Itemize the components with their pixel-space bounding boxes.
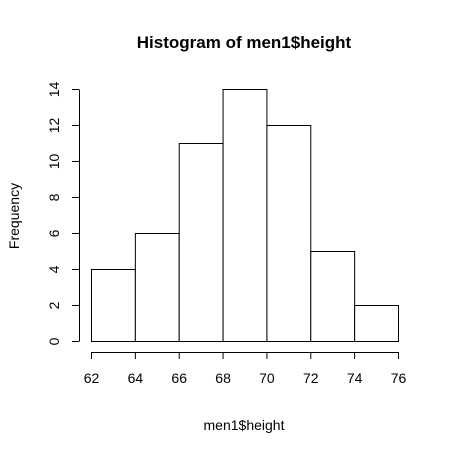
histogram-bar-6 (354, 305, 399, 342)
y-tick-label-7: 14 (46, 82, 62, 98)
y-tick-label-5: 10 (46, 154, 62, 170)
histogram-bar-5 (310, 251, 356, 342)
y-tick-label-2: 4 (46, 265, 62, 273)
x-tick-label-5: 72 (303, 370, 319, 386)
y-tick-label-4: 8 (46, 193, 62, 201)
histogram-bar-4 (266, 125, 312, 342)
histogram-bar-3 (222, 89, 268, 342)
x-tick-label-0: 62 (84, 370, 100, 386)
y-tick-label-3: 6 (46, 229, 62, 237)
chart-title: Histogram of men1$height (137, 33, 352, 52)
histogram-bar-0 (91, 269, 136, 342)
x-axis: 62 64 66 68 70 72 74 76 (84, 352, 407, 386)
x-tick-label-3: 68 (215, 370, 231, 386)
x-tick-label-1: 64 (128, 370, 144, 386)
x-tick-label-2: 66 (171, 370, 187, 386)
x-tick-label-4: 70 (259, 370, 275, 386)
histogram-bar-1 (134, 233, 180, 342)
x-tick-label-6: 74 (347, 370, 363, 386)
y-axis-label: Frequency (6, 183, 22, 249)
y-tick-label-1: 2 (46, 301, 62, 309)
y-tick-label-6: 12 (46, 118, 62, 134)
y-tick-label-0: 0 (46, 337, 62, 345)
x-axis-label: men1$height (204, 417, 285, 433)
x-tick-label-7: 76 (391, 370, 407, 386)
y-axis: 0 2 4 6 8 10 12 14 (46, 82, 80, 345)
bars-group (91, 89, 399, 342)
histogram-bar-2 (178, 143, 224, 342)
